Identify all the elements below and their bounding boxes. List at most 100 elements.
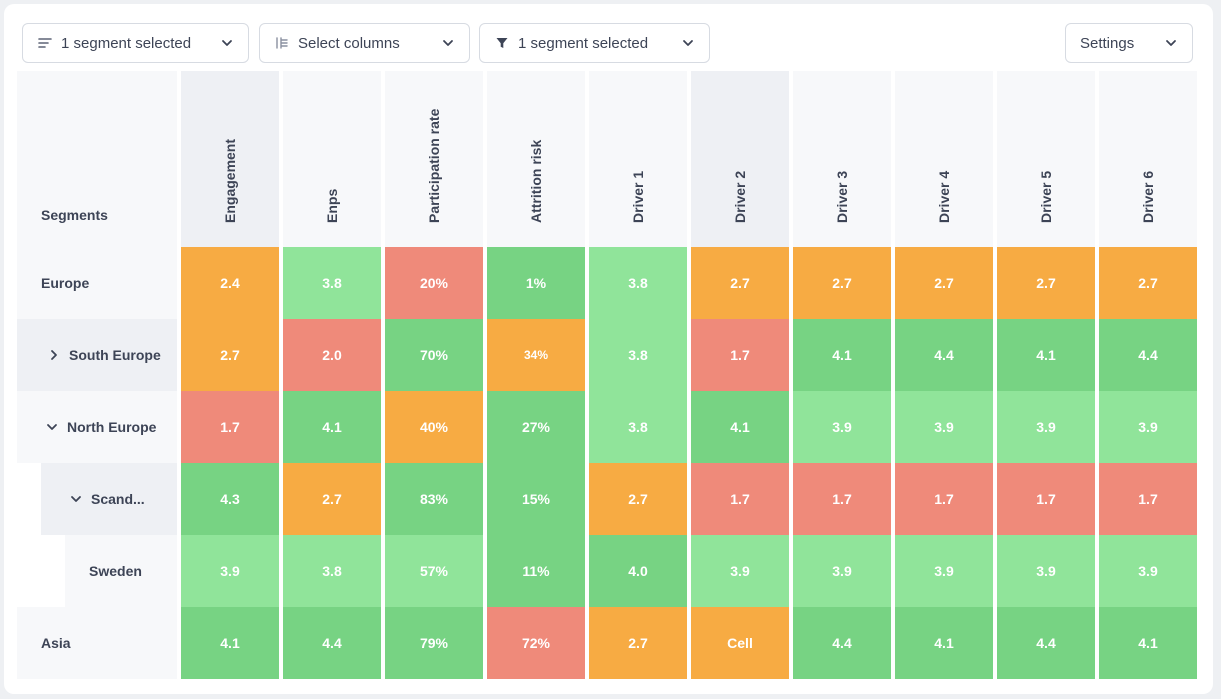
- heatmap-cell[interactable]: 40%: [385, 391, 483, 463]
- column-header[interactable]: Driver 5: [997, 71, 1095, 247]
- heatmap-cell[interactable]: 1.7: [1099, 463, 1197, 535]
- heatmap-cell[interactable]: 3.8: [283, 247, 381, 319]
- heatmap-cell[interactable]: 11%: [487, 535, 585, 607]
- heatmap-cell[interactable]: 2.7: [1099, 247, 1197, 319]
- heatmap-cell[interactable]: 1.7: [793, 463, 891, 535]
- heatmap-cell[interactable]: 1.7: [691, 463, 789, 535]
- heatmap-cell[interactable]: 3.9: [181, 535, 279, 607]
- heatmap-cell[interactable]: 3.9: [997, 391, 1095, 463]
- column-header[interactable]: Driver 2: [691, 71, 789, 247]
- heatmap-cell[interactable]: 34%: [487, 319, 585, 391]
- heatmap-cell[interactable]: 3.8: [589, 391, 687, 463]
- column-header-label: Driver 3: [834, 170, 850, 223]
- heatmap-cell[interactable]: 4.4: [895, 319, 993, 391]
- segment-label: Sweden: [89, 563, 142, 579]
- heatmap-cell[interactable]: 72%: [487, 607, 585, 679]
- heatmap-cell[interactable]: 4.4: [793, 607, 891, 679]
- column-header[interactable]: Driver 4: [895, 71, 993, 247]
- sort-lines-icon: [38, 38, 52, 48]
- heatmap-cell[interactable]: 4.1: [283, 391, 381, 463]
- heatmap-cell[interactable]: 2.7: [181, 319, 279, 391]
- column-header-label: Attrition risk: [528, 139, 544, 223]
- chevron-down-icon[interactable]: [69, 492, 83, 506]
- heatmap-cell[interactable]: 4.4: [997, 607, 1095, 679]
- column-header[interactable]: Driver 1: [589, 71, 687, 247]
- filter-icon: [496, 38, 508, 48]
- chevron-down-icon: [443, 40, 453, 46]
- column-attrition-risk: Attrition risk 1% 34% 27% 15% 11% 72%: [487, 71, 585, 679]
- column-header[interactable]: Engagement: [181, 71, 279, 247]
- segment-row-north-europe[interactable]: North Europe: [17, 391, 177, 463]
- heatmap-cell[interactable]: 2.4: [181, 247, 279, 319]
- segments-column-header: Segments: [17, 71, 177, 247]
- heatmap-cell[interactable]: 3.9: [793, 535, 891, 607]
- heatmap-cell[interactable]: 3.9: [793, 391, 891, 463]
- heatmap-cell[interactable]: 79%: [385, 607, 483, 679]
- heatmap-cell[interactable]: 4.1: [895, 607, 993, 679]
- segment-row-sweden[interactable]: Sweden: [65, 535, 177, 607]
- heatmap-cell[interactable]: 15%: [487, 463, 585, 535]
- heatmap-cell[interactable]: 4.1: [691, 391, 789, 463]
- heatmap-cell[interactable]: 4.4: [1099, 319, 1197, 391]
- column-participation-rate: Participation rate 20% 70% 40% 83% 57% 79%: [385, 71, 483, 679]
- heatmap-cell[interactable]: 4.3: [181, 463, 279, 535]
- heatmap-cell[interactable]: 2.7: [691, 247, 789, 319]
- chevron-right-icon[interactable]: [47, 348, 61, 362]
- heatmap-cell[interactable]: 1.7: [181, 391, 279, 463]
- segments-dropdown[interactable]: 1 segment selected: [22, 23, 249, 63]
- heatmap-cell[interactable]: 1.7: [691, 319, 789, 391]
- column-header[interactable]: Driver 6: [1099, 71, 1197, 247]
- column-driver-1: Driver 1 3.8 3.8 3.8 2.7 4.0 2.7: [589, 71, 687, 679]
- heatmap-cell[interactable]: 2.0: [283, 319, 381, 391]
- heatmap-cell[interactable]: 4.4: [283, 607, 381, 679]
- heatmap-cell[interactable]: 1.7: [997, 463, 1095, 535]
- columns-icon: [276, 37, 288, 49]
- heatmap-cell[interactable]: 3.9: [895, 535, 993, 607]
- column-header[interactable]: Enps: [283, 71, 381, 247]
- heatmap-cell[interactable]: 4.0: [589, 535, 687, 607]
- heatmap-cell[interactable]: 3.9: [997, 535, 1095, 607]
- heatmap-cell[interactable]: Cell: [691, 607, 789, 679]
- heatmap-cell[interactable]: 2.7: [283, 463, 381, 535]
- segment-label: South Europe: [69, 347, 161, 363]
- heatmap-cell[interactable]: 4.1: [997, 319, 1095, 391]
- heatmap-cell[interactable]: 2.7: [997, 247, 1095, 319]
- settings-dropdown[interactable]: Settings: [1065, 23, 1193, 63]
- column-header-label: Engagement: [222, 138, 238, 223]
- heatmap-cell[interactable]: 3.9: [895, 391, 993, 463]
- heatmap-cell[interactable]: 2.7: [793, 247, 891, 319]
- heatmap-cell[interactable]: 3.8: [283, 535, 381, 607]
- column-header[interactable]: Participation rate: [385, 71, 483, 247]
- heatmap-cell[interactable]: 27%: [487, 391, 585, 463]
- column-header[interactable]: Driver 3: [793, 71, 891, 247]
- segment-row-scandinavia[interactable]: Scand...: [41, 463, 177, 535]
- heatmap-cell[interactable]: 4.1: [1099, 607, 1197, 679]
- segments-heatmap-card: 1 segment selected Select columns 1 segm…: [4, 4, 1213, 694]
- chevron-down-icon[interactable]: [45, 420, 59, 434]
- heatmap-cell[interactable]: 57%: [385, 535, 483, 607]
- segment-label: Scand...: [91, 491, 145, 507]
- heatmap-cell[interactable]: 2.7: [589, 463, 687, 535]
- columns-dropdown[interactable]: Select columns: [259, 23, 470, 63]
- segment-row-asia[interactable]: Asia: [17, 607, 177, 679]
- heatmap-cell[interactable]: 3.9: [691, 535, 789, 607]
- filter-dropdown[interactable]: 1 segment selected: [479, 23, 710, 63]
- segment-row-europe[interactable]: Europe: [17, 247, 177, 319]
- columns-dropdown-label: Select columns: [298, 34, 400, 52]
- heatmap-cell[interactable]: 3.8: [589, 247, 687, 319]
- heatmap-cell[interactable]: 1%: [487, 247, 585, 319]
- column-header[interactable]: Attrition risk: [487, 71, 585, 247]
- heatmap-cell[interactable]: 3.9: [1099, 535, 1197, 607]
- heatmap-cell[interactable]: 83%: [385, 463, 483, 535]
- heatmap-cell[interactable]: 4.1: [793, 319, 891, 391]
- heatmap-cell[interactable]: 20%: [385, 247, 483, 319]
- segment-row-south-europe[interactable]: South Europe: [17, 319, 177, 391]
- heatmap-cell[interactable]: 1.7: [895, 463, 993, 535]
- heatmap-cell[interactable]: 4.1: [181, 607, 279, 679]
- heatmap-cell[interactable]: 3.8: [589, 319, 687, 391]
- heatmap-cell[interactable]: 3.9: [1099, 391, 1197, 463]
- segment-label: North Europe: [67, 419, 157, 435]
- heatmap-cell[interactable]: 70%: [385, 319, 483, 391]
- heatmap-cell[interactable]: 2.7: [895, 247, 993, 319]
- heatmap-cell[interactable]: 2.7: [589, 607, 687, 679]
